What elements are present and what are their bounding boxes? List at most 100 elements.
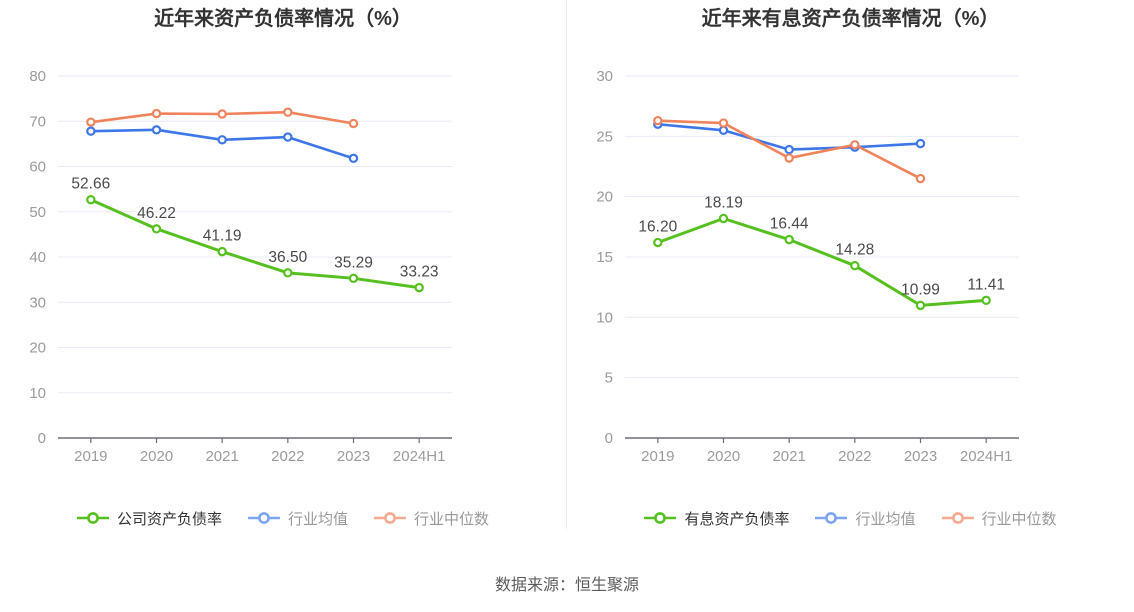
x-axis-tick-label: 2019 xyxy=(74,448,107,465)
legend-label: 行业均值 xyxy=(287,510,348,528)
data-point xyxy=(414,282,424,293)
y-axis-tick-label: 40 xyxy=(29,249,46,266)
legend-line-marker-icon xyxy=(815,512,848,524)
legend-item-series-2[interactable]: 行业中位数 xyxy=(941,508,1057,529)
data-label: 16.44 xyxy=(770,216,809,233)
data-point xyxy=(718,118,729,128)
legend-line-marker-icon xyxy=(941,512,974,524)
data-point xyxy=(915,138,926,149)
data-label: 46.22 xyxy=(137,205,176,222)
data-point xyxy=(653,237,663,248)
y-axis-tick-label: 60 xyxy=(29,159,46,176)
legend-line-marker-icon xyxy=(247,512,280,524)
data-point xyxy=(217,135,227,145)
data-label: 36.50 xyxy=(268,249,307,266)
y-axis-tick-label: 25 xyxy=(596,128,613,145)
data-point xyxy=(784,144,794,155)
data-label: 33.23 xyxy=(400,264,439,281)
data-label: 10.99 xyxy=(901,281,940,298)
asset-liability-ratio-plot: 0 10 20 30 40 50 60 70 80 2019 2020 2021 2022 2023 202… xyxy=(29,68,452,465)
data-point xyxy=(915,173,926,184)
data-label: 18.19 xyxy=(704,195,743,212)
data-point xyxy=(915,300,926,311)
data-point xyxy=(653,115,663,126)
data-point xyxy=(718,125,729,136)
data-label: 11.41 xyxy=(967,276,1005,293)
data-label: 35.29 xyxy=(334,254,373,271)
data-point xyxy=(850,260,860,271)
data-point xyxy=(784,153,794,163)
series-line-0 xyxy=(656,217,988,307)
y-axis-tick-label: 50 xyxy=(29,204,46,221)
legend-ring xyxy=(951,512,964,524)
chart-legend: 公司资产负债率 行业均值 行业中位数 xyxy=(0,507,566,529)
legend-item-series-1[interactable]: 行业均值 xyxy=(815,508,916,529)
y-axis-tick-label: 0 xyxy=(38,430,46,447)
data-point xyxy=(86,195,96,205)
y-axis-tick-label: 30 xyxy=(596,68,613,85)
data-point xyxy=(850,140,860,150)
data-point xyxy=(151,224,162,234)
data-point xyxy=(784,234,794,245)
data-point xyxy=(86,117,96,127)
data-point xyxy=(348,153,359,164)
legend-item-series-0[interactable]: 公司资产负债率 xyxy=(76,508,222,529)
legend-line-marker-icon xyxy=(374,512,406,524)
legend-item-series-1[interactable]: 行业均值 xyxy=(247,508,348,529)
x-axis-tick-label: 2022 xyxy=(271,448,304,465)
y-axis-tick-label: 10 xyxy=(596,309,613,326)
y-axis-tick-label: 20 xyxy=(29,340,46,357)
data-label: 16.20 xyxy=(638,219,677,236)
data-label: 52.66 xyxy=(71,176,110,193)
legend-label: 有息资产负债率 xyxy=(684,510,790,528)
legend-ring xyxy=(654,512,667,524)
charts-row: 近年来资产负债率情况（%） 0 10 20 30 40 50 60 70 80 2019 2020 2… xyxy=(0,0,1134,529)
chart-legend: 有息资产负债率 行业均值 行业中位数 xyxy=(567,507,1134,529)
x-axis-tick-label: 2020 xyxy=(140,448,173,465)
data-point xyxy=(217,246,227,257)
data-point xyxy=(151,125,162,135)
series-line-0 xyxy=(89,198,421,290)
y-axis-tick-label: 5 xyxy=(605,370,613,387)
legend-item-series-0[interactable]: 有息资产负债率 xyxy=(644,508,789,529)
x-axis-tick-label: 2024H1 xyxy=(960,448,1013,465)
y-axis-tick-label: 70 xyxy=(29,113,46,130)
data-point xyxy=(348,273,359,284)
data-label: 41.19 xyxy=(203,228,242,245)
data-point xyxy=(151,108,162,119)
data-point xyxy=(217,109,227,119)
x-axis-tick-label: 2023 xyxy=(337,448,370,465)
legend-line-marker-icon xyxy=(76,512,109,524)
data-point xyxy=(981,295,991,306)
data-label: 14.28 xyxy=(835,242,874,259)
x-axis-tick-label: 2021 xyxy=(772,448,805,465)
legend-line-marker-icon xyxy=(644,512,677,524)
x-axis-tick-label: 2024H1 xyxy=(393,448,446,465)
y-axis-tick-label: 80 xyxy=(29,68,46,85)
x-axis-tick-label: 2022 xyxy=(838,448,871,465)
legend-label: 公司资产负债率 xyxy=(116,510,222,528)
legend-ring xyxy=(87,512,99,524)
chart-title: 近年来资产负债率情况（%） xyxy=(154,8,412,30)
legend-label: 行业中位数 xyxy=(414,510,490,528)
legend-ring xyxy=(825,512,838,524)
legend-item-series-2[interactable]: 行业中位数 xyxy=(374,508,489,529)
x-axis-tick-label: 2019 xyxy=(641,448,674,465)
legend-label: 行业中位数 xyxy=(981,510,1057,528)
y-axis-tick-label: 15 xyxy=(596,249,613,266)
data-point xyxy=(718,213,729,224)
chart-title: 近年来有息资产负债率情况（%） xyxy=(701,8,1000,30)
data-point xyxy=(86,126,96,136)
x-axis-tick-label: 2020 xyxy=(707,448,740,465)
legend-ring xyxy=(258,512,270,524)
legend-label: 行业均值 xyxy=(855,510,916,528)
asset-liability-ratio-chart: 近年来资产负债率情况（%） 0 10 20 30 40 50 60 70 80 2019 2020 2… xyxy=(0,0,567,529)
data-source-note: 数据来源：恒生聚源 xyxy=(494,577,639,594)
y-axis-tick-label: 30 xyxy=(29,294,46,311)
y-axis-tick-label: 20 xyxy=(596,189,613,206)
y-axis-tick-label: 10 xyxy=(29,385,46,402)
x-axis-tick-label: 2021 xyxy=(205,448,238,465)
data-point xyxy=(283,107,293,117)
data-point xyxy=(283,132,293,142)
